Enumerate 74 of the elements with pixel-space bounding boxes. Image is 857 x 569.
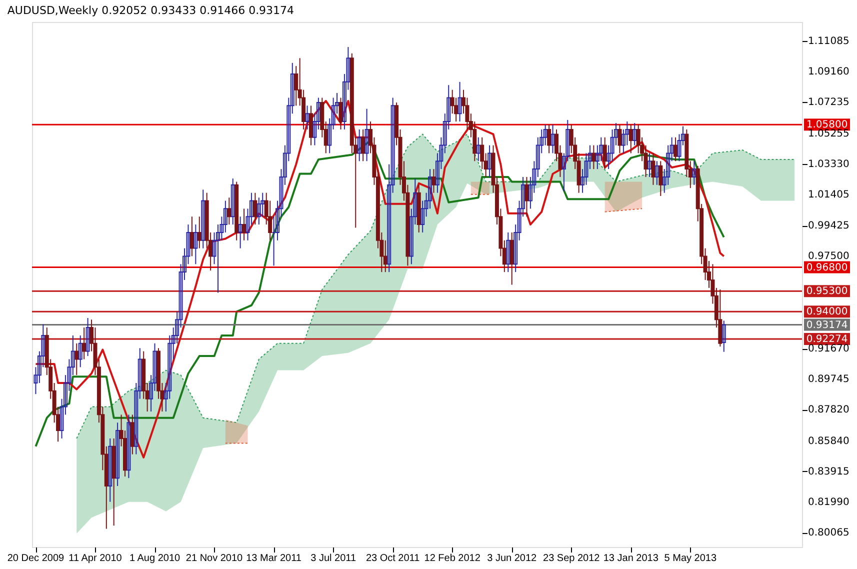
candlestick <box>602 136 607 170</box>
x-tick-label: 20 Dec 2009 <box>7 553 65 564</box>
candlestick <box>632 122 637 146</box>
y-tick-label: 1.09160 <box>808 66 850 78</box>
candlestick <box>524 176 529 218</box>
candlestick <box>308 105 313 146</box>
y-tick-label: 0.85840 <box>808 436 850 447</box>
x-tick-label: 5 May 2013 <box>664 553 717 564</box>
y-tick-label: 0.87820 <box>808 404 850 416</box>
candlestick <box>194 224 198 265</box>
candlestick <box>476 136 480 162</box>
x-tick-label: 13 Mar 2011 <box>246 553 302 564</box>
candlestick <box>305 105 310 130</box>
candlestick <box>361 128 366 162</box>
ref-line-label: 0.94000 <box>806 306 848 318</box>
y-tick-label: 1.03330 <box>808 158 850 170</box>
x-tick-label: 12 Feb 2012 <box>424 553 481 564</box>
x-tick-label: 3 Jun 2012 <box>487 553 538 564</box>
chart-title: AUDUSD,Weekly 0.92052 0.93433 0.91466 0.93174 <box>7 4 294 17</box>
y-tick-label: 0.97500 <box>808 251 850 262</box>
candlestick <box>357 128 362 162</box>
y-tick-label: 1.11085 <box>808 36 850 47</box>
candlestick <box>82 327 86 360</box>
candlestick <box>238 216 242 249</box>
y-tick-label: 1.05255 <box>808 128 850 140</box>
ref-line-label: 0.93174 <box>806 320 848 331</box>
candlestick <box>658 160 663 196</box>
x-tick-label: 3 Jul 2011 <box>310 553 356 564</box>
candlestick <box>592 144 596 170</box>
candlestick <box>256 197 261 226</box>
candlestick <box>201 189 206 249</box>
candlestick <box>253 192 258 226</box>
candlestick <box>692 160 696 186</box>
y-tick-label: 0.80065 <box>808 528 850 538</box>
x-tick-label: 11 Apr 2010 <box>68 553 122 564</box>
candlestick <box>654 160 659 186</box>
candlestick <box>651 152 656 186</box>
x-tick-label: 13 Jan 2013 <box>603 553 659 564</box>
candlestick <box>364 108 369 162</box>
ref-line-label: 0.95300 <box>806 286 848 298</box>
candlestick <box>550 124 555 154</box>
candlestick <box>618 124 622 154</box>
y-tick-label: 0.99425 <box>808 220 850 232</box>
candlestick <box>458 81 462 122</box>
candlestick <box>108 438 112 502</box>
candlestick <box>547 124 552 154</box>
candlestick <box>126 414 131 479</box>
x-tick-label: 23 Oct 2011 <box>366 553 420 564</box>
x-tick-label: 23 Sep 2012 <box>543 553 600 564</box>
y-tick-label: 1.01405 <box>808 189 850 200</box>
candlestick <box>506 232 510 273</box>
y-tick-label: 0.89745 <box>808 374 850 386</box>
y-tick-label: 0.81990 <box>808 496 850 508</box>
candlestick <box>488 144 492 178</box>
candlestick <box>722 320 726 352</box>
candlestick <box>197 216 202 249</box>
ref-line-label: 0.92274 <box>806 334 848 346</box>
y-tick-label: 1.07235 <box>808 96 850 108</box>
candlestick <box>227 197 232 226</box>
y-tick-label: 0.91670 <box>808 344 850 355</box>
candlestick <box>116 422 120 486</box>
candlestick <box>74 342 79 376</box>
candlestick <box>647 152 652 178</box>
x-tick-label: 21 Nov 2010 <box>186 553 244 564</box>
y-tick-label: 0.83915 <box>808 466 850 478</box>
candlestick <box>242 208 246 241</box>
candlestick <box>230 178 235 226</box>
candlestick <box>86 318 90 357</box>
candlestick <box>78 334 82 368</box>
x-tick-label: 1 Aug 2010 <box>129 553 180 564</box>
candlestick <box>432 168 436 194</box>
ref-line-label: 0.96800 <box>806 262 848 274</box>
candlestick <box>338 97 343 130</box>
candlestick <box>718 288 722 348</box>
